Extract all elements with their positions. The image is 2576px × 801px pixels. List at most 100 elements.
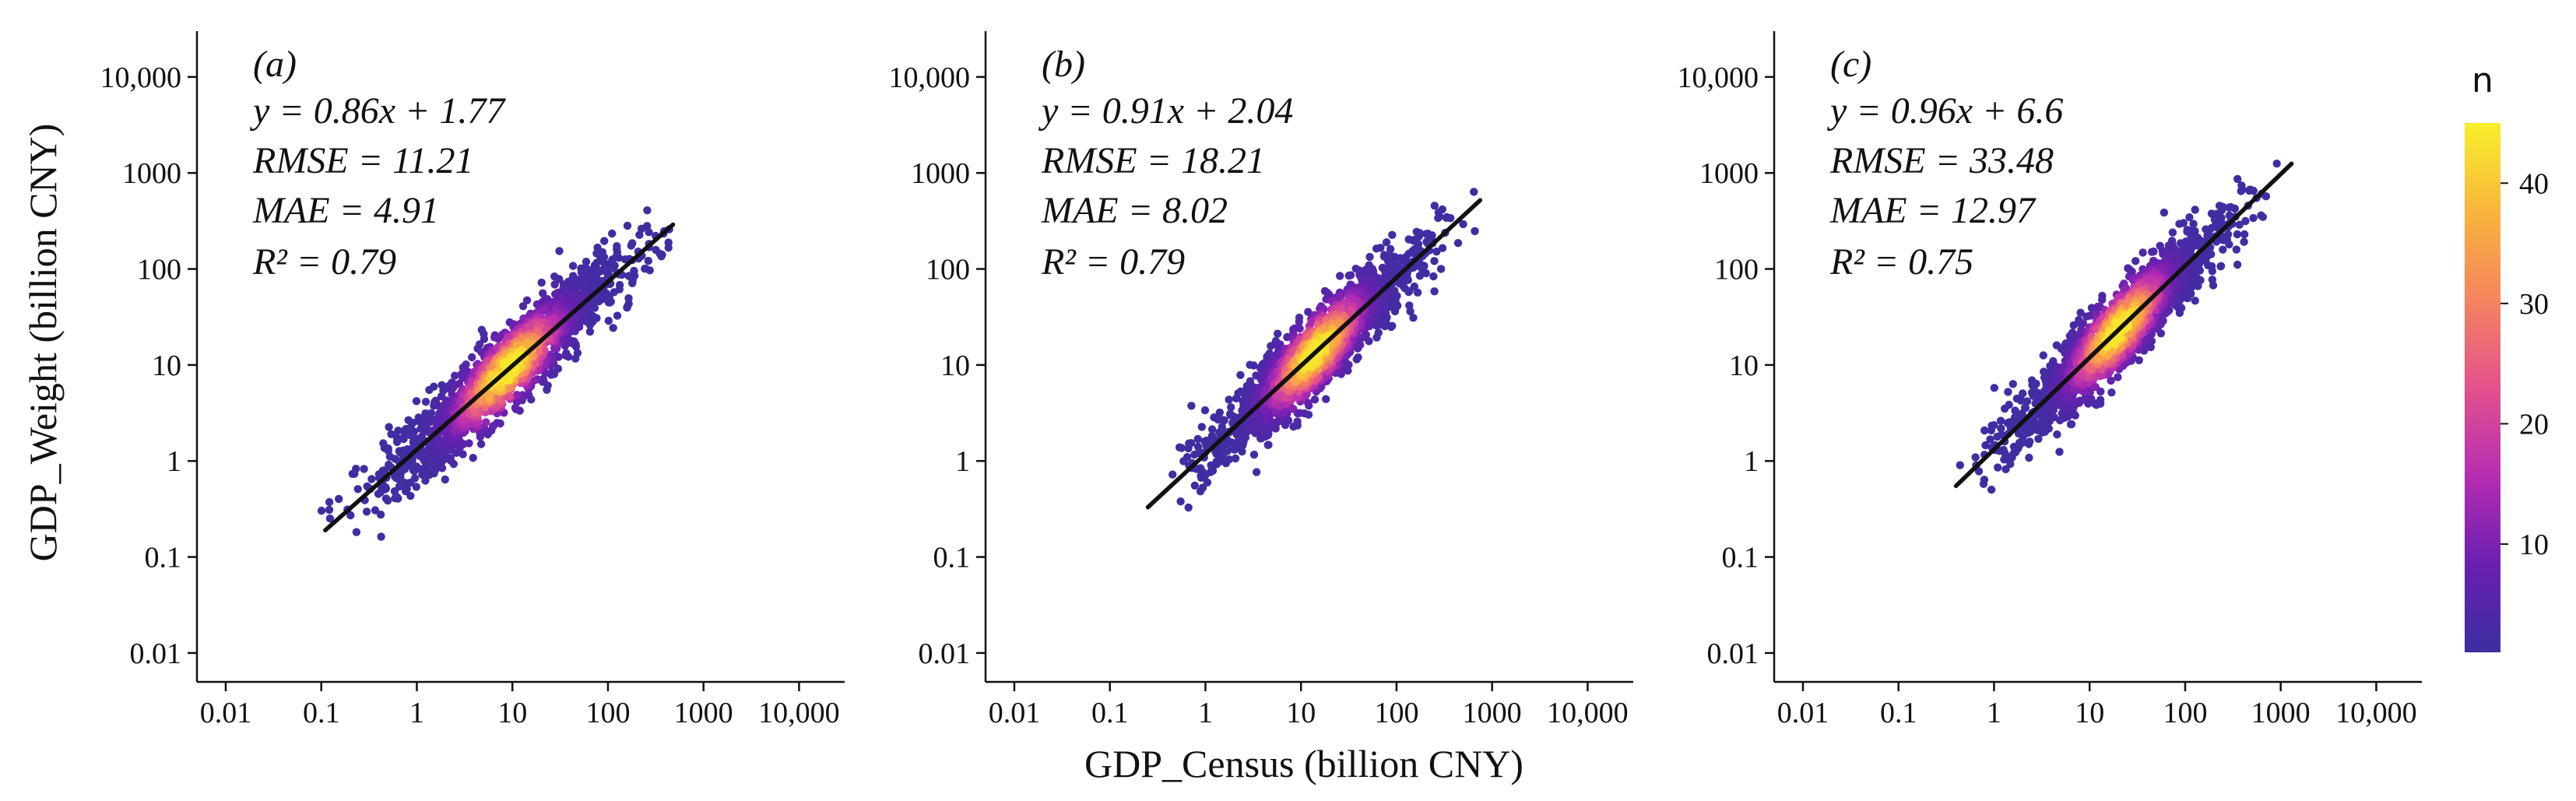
- scatter-point: [635, 230, 644, 239]
- scatter-point: [1429, 272, 1438, 281]
- scatter-point: [1372, 321, 1381, 330]
- scatter-point: [522, 296, 532, 304]
- scatter-point: [1218, 423, 1227, 431]
- scatter-point: [377, 532, 385, 541]
- scatter-point: [604, 298, 613, 307]
- scatter-point: [380, 466, 389, 475]
- scatter-point: [476, 440, 486, 448]
- scatter-point: [2138, 248, 2147, 257]
- scatter-point: [446, 454, 455, 462]
- y-tick-label: 0.1: [933, 542, 971, 574]
- scatter-point: [1404, 235, 1413, 244]
- scatter-point: [613, 245, 621, 254]
- scatter-point: [1267, 423, 1275, 432]
- scatter-point: [1295, 324, 1304, 333]
- scatter-point: [413, 462, 421, 471]
- scatter-point: [664, 238, 673, 247]
- scatter-point: [624, 294, 633, 303]
- scatter-point: [620, 255, 630, 264]
- x-tick-label: 0.01: [200, 697, 252, 729]
- scatter-point: [641, 265, 649, 273]
- x-tick-label: 100: [585, 697, 630, 729]
- scatter-point: [1994, 463, 2002, 472]
- scatter-point: [1409, 314, 1418, 322]
- scatter-point: [590, 268, 599, 276]
- scatter-point: [2235, 220, 2244, 229]
- scatter-point: [609, 324, 617, 332]
- scatter-point: [2191, 297, 2199, 305]
- scatter-point: [613, 311, 622, 320]
- y-tick-label: 1000: [911, 157, 970, 190]
- scatter-point: [2055, 448, 2064, 456]
- scatter-point: [2226, 202, 2235, 212]
- rmse-label: RMSE = 18.21: [1041, 140, 1265, 181]
- scatter-point: [1986, 435, 1994, 444]
- scatter-point: [2257, 211, 2265, 220]
- scatter-point: [1312, 339, 1321, 347]
- scatter-point: [1177, 444, 1186, 452]
- scatter-point: [1430, 287, 1439, 296]
- scatter-point: [643, 206, 652, 215]
- scatter-point: [541, 305, 550, 314]
- scatter-point: [2006, 459, 2015, 469]
- scatter-point: [1362, 265, 1370, 274]
- scatter-point: [2026, 427, 2035, 436]
- scatter-point: [615, 280, 624, 290]
- scatter-point: [1470, 188, 1478, 196]
- scatter-point: [1382, 238, 1391, 247]
- scatter-point: [383, 496, 392, 505]
- scatter-point: [1434, 213, 1443, 223]
- scatter-point: [2185, 213, 2194, 222]
- scatter-point: [2025, 453, 2033, 462]
- scatter-point: [2026, 437, 2034, 446]
- scatter-point: [1365, 252, 1374, 262]
- scatter-point: [2039, 351, 2047, 360]
- scatter-point: [2004, 388, 2012, 396]
- scatter-point: [1236, 371, 1245, 379]
- scatter-point: [2131, 257, 2140, 265]
- scatter-point: [1423, 229, 1432, 238]
- scatter-point: [1987, 485, 1996, 494]
- scatter-point: [376, 510, 385, 519]
- panel-c: 0.010.010.10.11110101001001000100010,000…: [1678, 31, 2422, 729]
- scatter-point: [2189, 220, 2198, 228]
- scatter-point: [2233, 230, 2242, 239]
- scatter-point: [385, 423, 393, 431]
- scatter-point: [1183, 453, 1192, 462]
- scatter-point: [1372, 244, 1381, 253]
- scatter-point: [1264, 441, 1273, 449]
- scatter-point: [585, 327, 595, 336]
- scatter-point: [381, 485, 389, 494]
- scatter-point: [2053, 430, 2061, 439]
- scatter-point: [1352, 355, 1361, 364]
- scatter-point: [392, 437, 402, 446]
- y-tick-label: 0.1: [145, 542, 182, 574]
- scatter-point: [1169, 470, 1177, 479]
- scatter-point: [1980, 476, 1989, 484]
- scatter-point: [421, 398, 431, 406]
- scatter-point: [394, 427, 402, 435]
- y-tick-label: 0.01: [130, 638, 182, 670]
- scatter-point: [1346, 271, 1355, 279]
- y-tick-label: 10,000: [889, 61, 971, 94]
- scatter-point: [485, 392, 494, 402]
- scatter-point: [562, 349, 571, 357]
- scatter-point: [2245, 186, 2254, 195]
- y-tick-label: 10,000: [100, 61, 182, 94]
- scatter-point: [352, 465, 360, 473]
- scatter-point: [1304, 399, 1313, 407]
- y-axis-title: GDP_Weight (billion CNY): [21, 124, 65, 562]
- scatter-point: [630, 266, 638, 276]
- scatter-point: [394, 475, 403, 483]
- x-tick-label: 1: [1198, 697, 1213, 729]
- scatter-point: [1981, 441, 1990, 450]
- scatter-point: [387, 430, 395, 438]
- scatter-point: [480, 335, 489, 343]
- r2-label: R² = 0.79: [1041, 241, 1185, 283]
- scatter-point: [1398, 256, 1407, 265]
- scatter-point: [2008, 380, 2017, 388]
- fit-equation: y = 0.91x + 2.04: [1038, 90, 1293, 132]
- y-tick-label: 100: [926, 254, 970, 286]
- scatter-point: [482, 418, 490, 427]
- scatter-point: [441, 475, 449, 484]
